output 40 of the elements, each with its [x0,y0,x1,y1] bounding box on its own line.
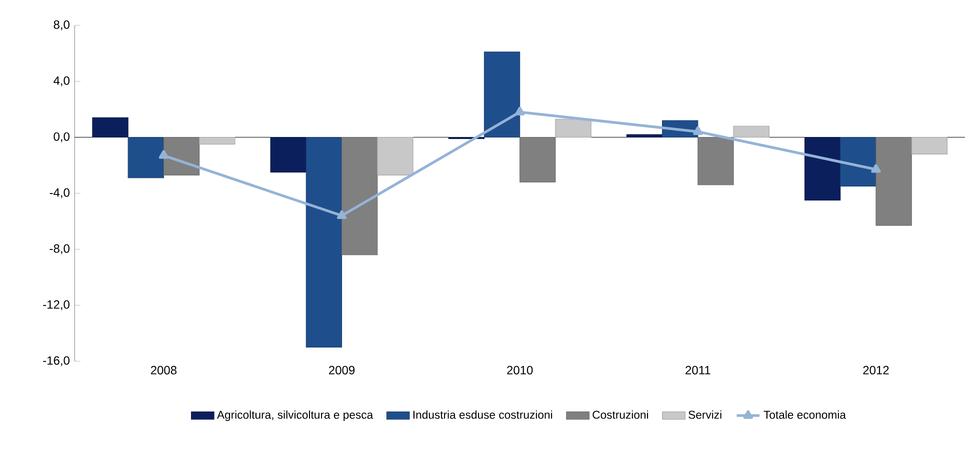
bar [555,118,592,138]
y-tick-label: -12,0 [43,300,70,310]
point [158,150,168,159]
legend-label: Agricoltura, silvicoltura e pesca [216,410,374,422]
y-tick-label: -4,0 [50,188,70,198]
bar [840,137,876,187]
y-tick-label: 0,0 [54,132,70,142]
bar [520,137,556,182]
point [336,210,347,220]
bar [484,52,520,138]
bar [804,137,841,201]
x-tick-label: 2011 [686,366,710,374]
bar [199,137,236,145]
bar [341,137,378,256]
point [515,106,525,116]
x-tick-label: 2008 [150,366,176,374]
bar [626,134,663,138]
point [693,126,703,136]
x-tick-label: 2010 [507,366,533,374]
legend-label: Costruzioni [592,410,648,419]
point [871,164,881,173]
bar [163,137,200,176]
bar [733,126,770,138]
bar [306,137,342,348]
y-tick-label: 8,0 [54,20,70,30]
x-tick-label: 2012 [863,366,889,374]
x-tick-label: 2009 [329,366,355,374]
y-tick-label: -16,0 [43,356,70,366]
bar [377,137,414,176]
bar [911,137,948,154]
y-tick-label: 4,0 [54,76,70,86]
bar [270,137,306,173]
legend-label: Totale economia [764,410,846,419]
bar [92,117,128,138]
y-tick-label: -8,0 [50,244,70,254]
bar [876,137,912,226]
legend-label: Servizi [688,410,722,419]
bar [128,137,164,178]
legend-label: Industria esduse costruzioni [413,410,552,419]
bar [698,137,734,186]
